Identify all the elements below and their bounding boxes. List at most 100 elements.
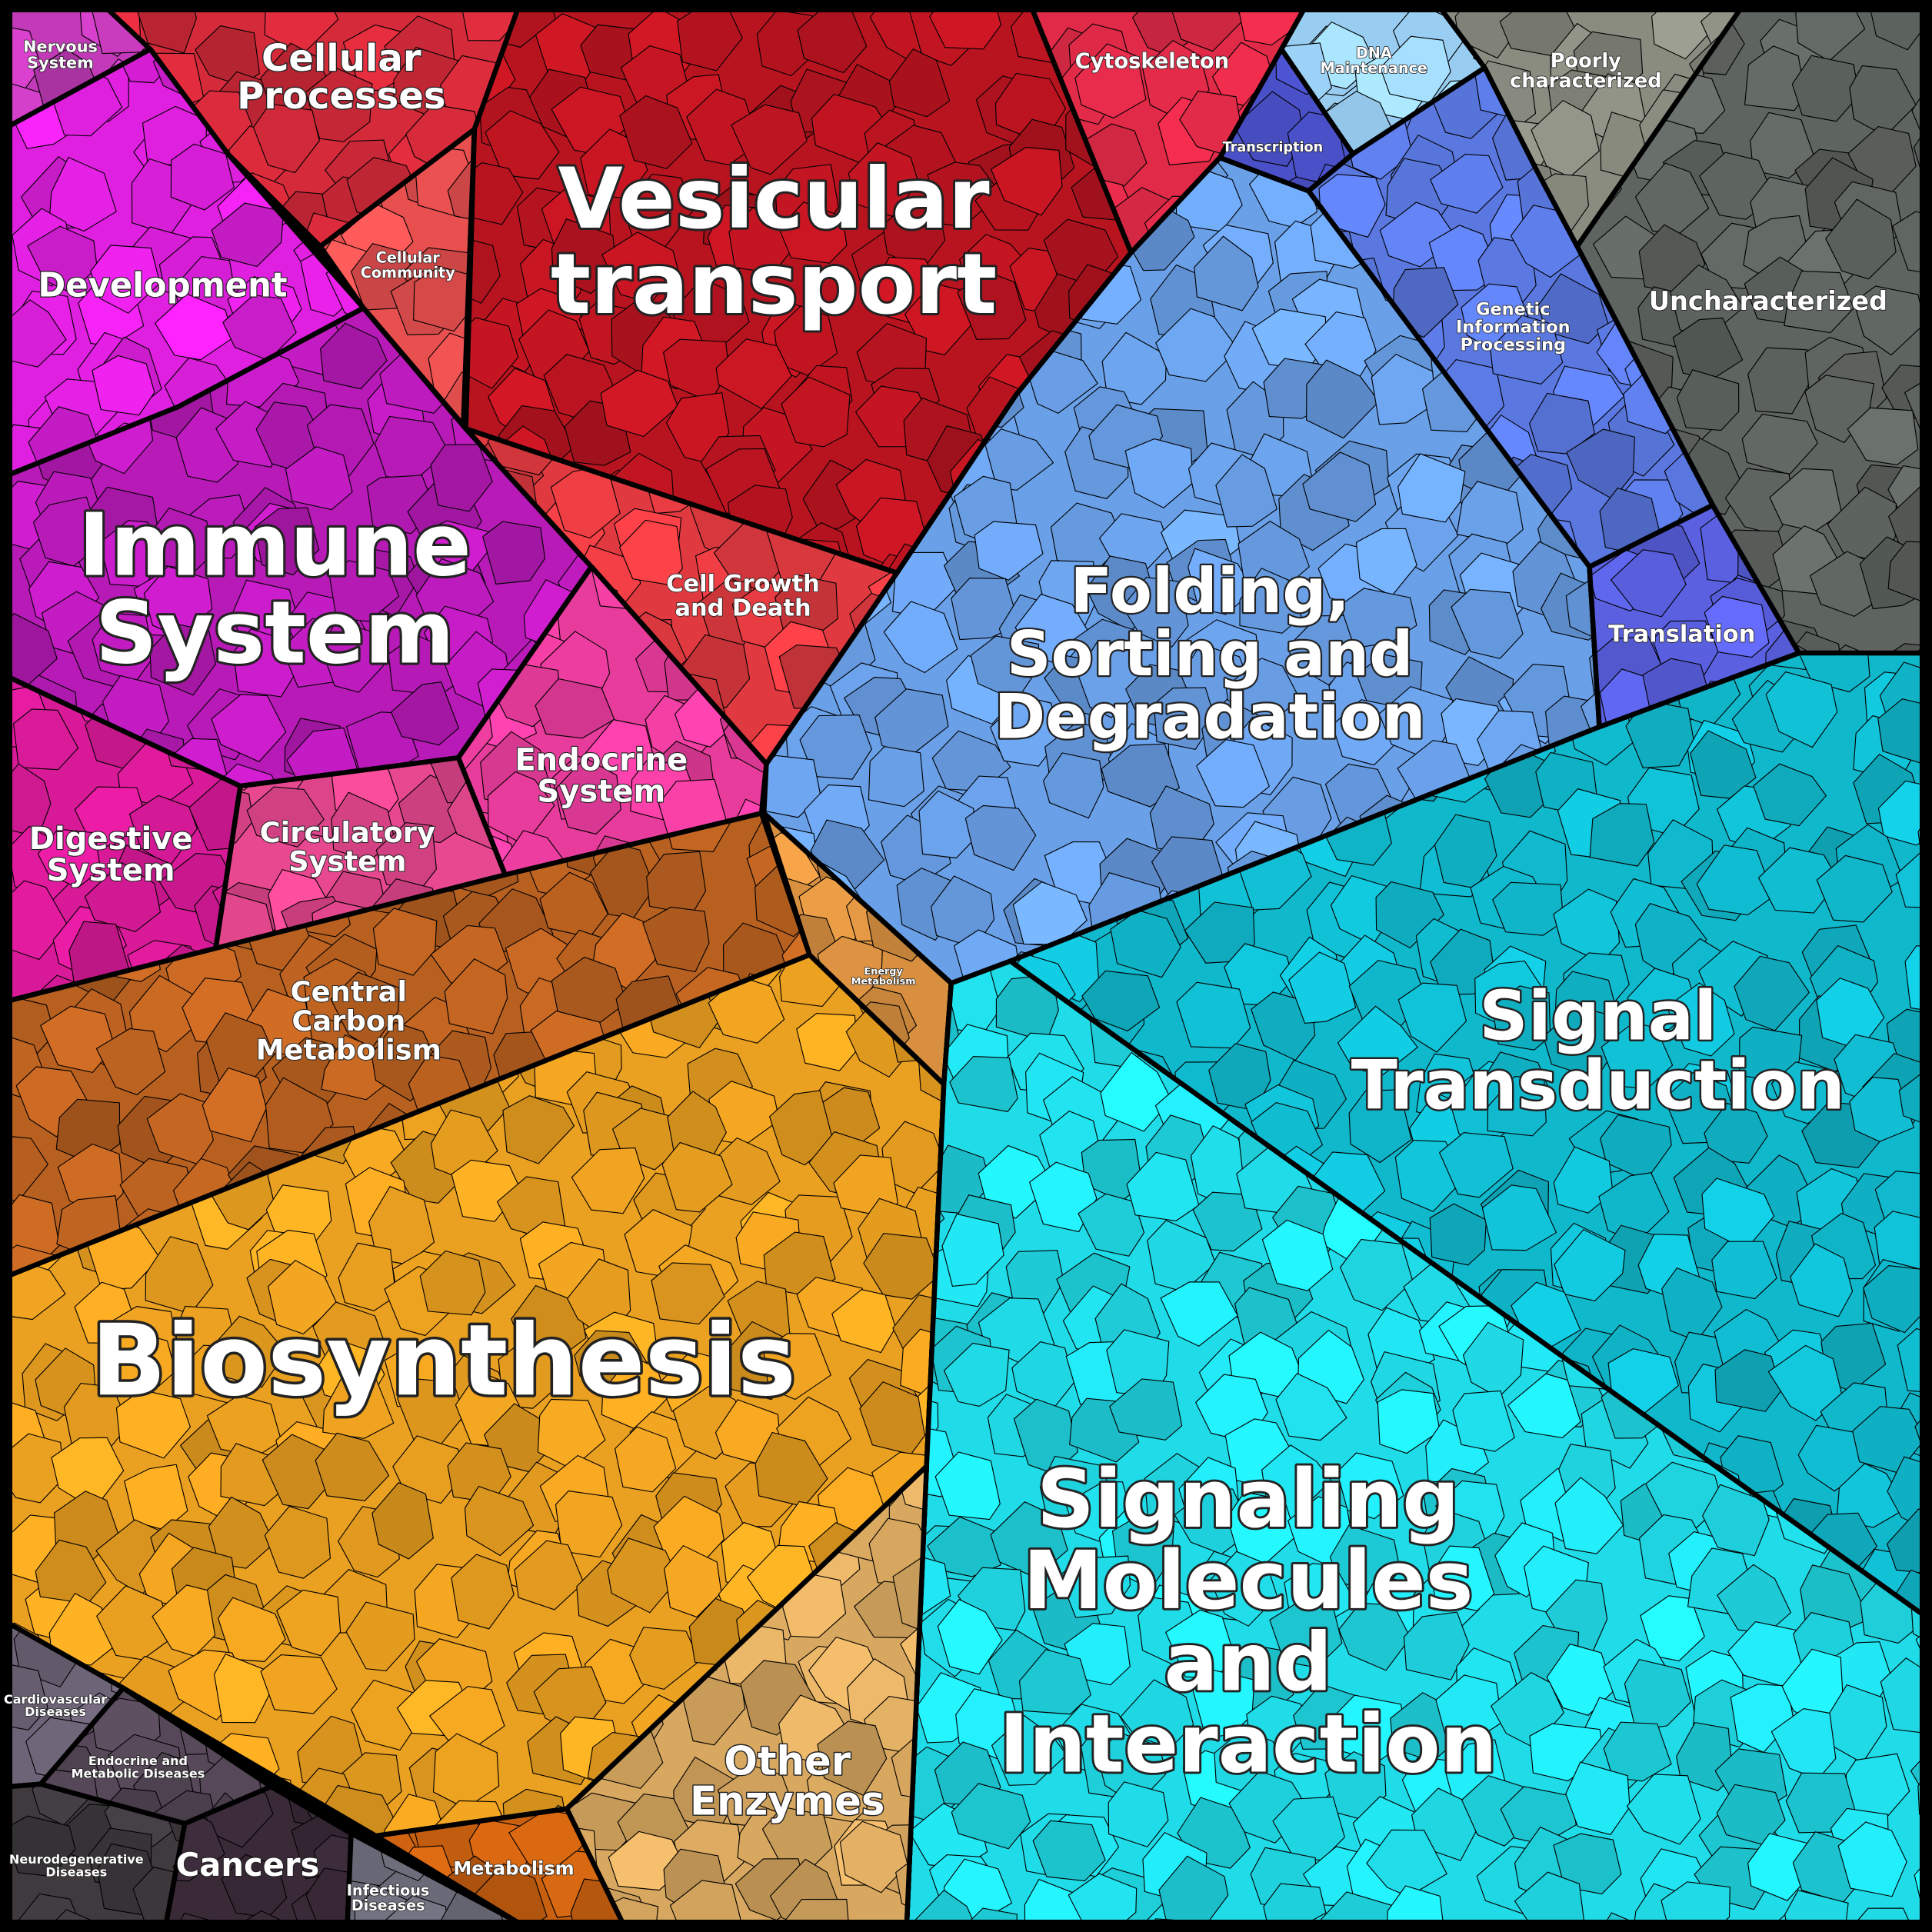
label-line: Information bbox=[1456, 318, 1571, 338]
cell bbox=[799, 715, 873, 780]
label-line: Energy bbox=[864, 966, 903, 978]
cell bbox=[731, 104, 808, 175]
cell bbox=[14, 1893, 88, 1923]
cell bbox=[1537, 273, 1609, 345]
label-line: Diseases bbox=[25, 1704, 86, 1719]
label-line: Genetic bbox=[1476, 300, 1550, 320]
cell bbox=[39, 1005, 115, 1074]
label-nervous: Nervous System bbox=[23, 37, 98, 72]
cell bbox=[1188, 548, 1254, 615]
cell bbox=[115, 1389, 192, 1459]
label-line: Translation bbox=[1608, 621, 1755, 648]
cell bbox=[728, 207, 798, 275]
label-line: Metabolism bbox=[453, 1857, 574, 1879]
cell bbox=[831, 1289, 897, 1354]
cell bbox=[888, 48, 951, 118]
cell bbox=[390, 681, 460, 746]
cell bbox=[465, 317, 519, 389]
cell bbox=[1767, 1344, 1843, 1421]
label-line: characterized bbox=[1510, 70, 1662, 93]
region-neurodegenerative[interactable] bbox=[5, 1754, 254, 1932]
cell bbox=[1191, 1668, 1255, 1739]
cell bbox=[285, 446, 353, 511]
label-line: System bbox=[95, 584, 455, 684]
cell bbox=[447, 161, 475, 225]
cell bbox=[1348, 1089, 1412, 1164]
cell bbox=[252, 103, 320, 174]
cell bbox=[1757, 847, 1840, 914]
cell bbox=[1853, 285, 1923, 356]
cell bbox=[1741, 414, 1818, 475]
cell bbox=[211, 694, 287, 763]
cell bbox=[444, 958, 508, 1034]
label-line: Immune bbox=[78, 495, 471, 595]
cell bbox=[1849, 1077, 1915, 1142]
cell bbox=[1914, 1852, 1923, 1918]
cell bbox=[202, 1067, 267, 1143]
cell bbox=[451, 1554, 515, 1630]
label-line: Metabolism bbox=[256, 1033, 441, 1066]
cell bbox=[642, 906, 710, 973]
label-line: Metabolism bbox=[851, 976, 916, 988]
cell bbox=[1790, 1243, 1854, 1317]
cell bbox=[1032, 1820, 1106, 1882]
label-endocrine-metabolic: Endocrine and Metabolic Diseases bbox=[72, 1754, 205, 1780]
label-line: Degradation bbox=[994, 681, 1426, 753]
cell bbox=[1209, 1551, 1278, 1627]
cell bbox=[1235, 9, 1304, 46]
cell bbox=[1043, 752, 1104, 819]
label-other-enzymes: Other Enzymes bbox=[690, 1738, 884, 1824]
cell bbox=[264, 1505, 331, 1579]
label-dna: DNA Maintenance bbox=[1321, 45, 1427, 78]
cell bbox=[941, 1213, 1004, 1287]
label-cellular-community: Cellular Community bbox=[361, 249, 455, 282]
cell bbox=[1263, 1883, 1331, 1923]
label-cancers: Cancers bbox=[176, 1846, 320, 1884]
cell bbox=[48, 156, 117, 232]
label-line: Cardiovascular bbox=[4, 1692, 107, 1707]
cell bbox=[1155, 308, 1239, 382]
cell bbox=[1153, 687, 1216, 751]
cell bbox=[1109, 1378, 1183, 1441]
cell bbox=[1077, 640, 1145, 718]
cell bbox=[891, 1730, 927, 1802]
label-line: Vesicular bbox=[558, 150, 990, 248]
label-line: and bbox=[1164, 1615, 1332, 1709]
label-line: Diseases bbox=[351, 1897, 425, 1914]
label-cytoskeleton: Cytoskeleton bbox=[1075, 49, 1229, 73]
label-signaling-molecules: Signaling Molecules and Interaction bbox=[999, 1452, 1497, 1791]
label-cardiovascular: Cardiovascular Diseases bbox=[4, 1692, 107, 1719]
cell bbox=[1651, 9, 1717, 60]
cell bbox=[12, 708, 79, 771]
label-line: Metabolic Diseases bbox=[72, 1766, 205, 1780]
cell bbox=[1215, 454, 1277, 528]
cell bbox=[937, 1598, 1003, 1675]
label-vesicular: Vesicular transport bbox=[551, 150, 997, 333]
cell bbox=[305, 67, 373, 142]
cell bbox=[1892, 211, 1923, 275]
cell bbox=[1784, 1890, 1849, 1923]
cell bbox=[276, 1589, 341, 1657]
cell bbox=[1452, 1390, 1515, 1452]
cell bbox=[1430, 1545, 1495, 1611]
cell bbox=[764, 754, 821, 818]
label-line: Interaction bbox=[999, 1697, 1497, 1790]
cell bbox=[839, 1820, 908, 1894]
cell bbox=[9, 1663, 48, 1730]
label-metabolism: Metabolism bbox=[453, 1857, 574, 1879]
cell bbox=[37, 828, 102, 888]
label-immune: Immune System bbox=[78, 495, 471, 683]
cell bbox=[502, 1095, 575, 1164]
cell bbox=[1371, 353, 1436, 425]
cell bbox=[1194, 235, 1259, 311]
cell bbox=[172, 1838, 185, 1915]
cell bbox=[1868, 9, 1923, 51]
label-line: System bbox=[288, 845, 406, 878]
label-genetic: Genetic Information Processing bbox=[1456, 300, 1571, 355]
cell bbox=[154, 293, 234, 361]
cell bbox=[535, 678, 615, 739]
cell bbox=[1074, 43, 1147, 119]
cell bbox=[618, 519, 683, 586]
label-cellular-processes: Cellular Processes bbox=[237, 37, 445, 118]
cell bbox=[1714, 1349, 1782, 1412]
